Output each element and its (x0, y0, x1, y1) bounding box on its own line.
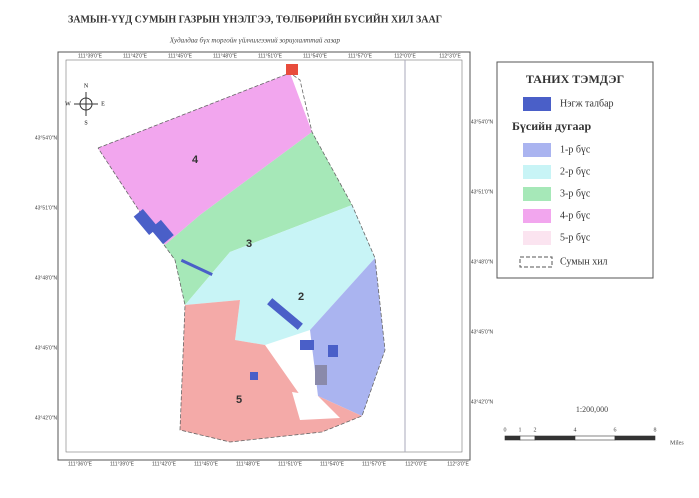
parcel (300, 340, 314, 350)
scale-tick-label: 6 (614, 427, 617, 433)
legend-swatch (523, 97, 551, 111)
legend-swatch (519, 256, 553, 268)
parcel (180, 258, 213, 276)
coord-label: 111°48'0"E (213, 53, 238, 59)
legend-swatch (523, 231, 551, 245)
coord-label: 112°3'0"E (447, 461, 469, 467)
coord-label: 111°48'0"E (236, 461, 261, 467)
legend-label: 1-р бүс (560, 144, 591, 155)
legend-label: 2-р бүс (560, 166, 591, 177)
zone-hole (292, 392, 340, 420)
coord-label: 111°42'0"E (152, 461, 177, 467)
subtitle: Худалдаа бүх торгойн үйлчилгээний зориул… (169, 37, 341, 45)
scale-segment (519, 435, 536, 441)
legend-swatch (523, 143, 551, 157)
zone-label: 3 (246, 238, 252, 250)
scale-unit: Miles (670, 440, 684, 446)
zone-label: 4 (192, 154, 199, 166)
coord-label: 111°54'0"E (320, 461, 345, 467)
zone-1 (310, 258, 385, 416)
parcel (267, 298, 303, 330)
parcel (328, 345, 338, 357)
coord-label: 43°54'0"N (35, 135, 58, 141)
coord-label: 43°54'0"N (471, 119, 494, 125)
legend-swatch (523, 209, 551, 223)
legend-label: Нэгж талбар (560, 98, 614, 109)
coord-label: 111°51'0"E (258, 53, 283, 59)
legend-label: 5-р бүс (560, 232, 591, 243)
legend-label: 4-р бүс (560, 210, 591, 221)
scale-tick-label: 1 (519, 427, 522, 433)
coord-label: 111°45'0"E (194, 461, 219, 467)
coord-label: 43°45'0"N (35, 345, 58, 351)
parcel (150, 219, 174, 245)
scale-segment (534, 435, 576, 441)
legend-label: Сумын хил (560, 256, 608, 267)
scale-segment (614, 435, 656, 441)
coord-label: 111°54'0"E (303, 53, 328, 59)
coord-label: 43°48'0"N (471, 259, 494, 265)
legend-swatch (523, 187, 551, 201)
scale-ratio: 1:200,000 (576, 405, 608, 414)
coord-label: 111°39'0"E (110, 461, 135, 467)
coord-label: 111°39'0"E (78, 53, 103, 59)
zone-4 (98, 73, 312, 245)
compass-w: W (65, 101, 71, 107)
legend-heading: Бүсийн дугаар (512, 119, 592, 133)
boundary (97, 72, 386, 443)
title: ЗАМЫН-ҮҮД СУМЫН ГАЗРЫН ҮНЭЛГЭЭ, ТӨЛБӨРИЙ… (68, 13, 442, 25)
zone-3 (140, 132, 352, 305)
zone-label: 2 (298, 291, 304, 303)
scale-segment (504, 435, 521, 441)
coord-label: 43°45'0"N (471, 329, 494, 335)
coord-label: 111°57'0"E (362, 461, 387, 467)
scale-tick-label: 4 (574, 427, 577, 433)
coord-label: 43°51'0"N (35, 205, 58, 211)
coord-label: 112°3'0"E (439, 53, 461, 59)
legend-title: ТАНИХ ТЭМДЭГ (526, 72, 624, 86)
scale-tick-label: 2 (534, 427, 537, 433)
parcel (315, 365, 327, 385)
coord-label: 43°48'0"N (35, 275, 58, 281)
coord-label: 111°57'0"E (348, 53, 373, 59)
legend: ТАНИХ ТЭМДЭГ Нэгж талбар Бүсийн дугаар С… (496, 61, 654, 279)
coord-label: 43°42'0"N (35, 415, 58, 421)
parcel (250, 372, 258, 380)
parcels (133, 208, 338, 385)
coord-label: 111°45'0"E (168, 53, 193, 59)
coord-label: 112°0'0"E (394, 53, 416, 59)
coord-label: 111°36'0"E (68, 461, 93, 467)
scale-tick-label: 8 (654, 427, 657, 433)
compass-s: S (84, 120, 87, 126)
coord-label: 43°42'0"N (471, 399, 494, 405)
compass-e: E (101, 101, 105, 107)
zone-2 (185, 205, 375, 345)
coord-label: 111°42'0"E (123, 53, 148, 59)
coord-label: 43°51'0"N (471, 189, 494, 195)
compass: N E S W (65, 83, 105, 126)
legend-swatch (523, 165, 551, 179)
zone-label: 5 (236, 394, 242, 406)
marker (286, 64, 298, 75)
legend-label: 3-р бүс (560, 188, 591, 199)
compass-n: N (84, 83, 89, 89)
coord-label: 112°0'0"E (405, 461, 427, 467)
scale-tick-label: 0 (504, 427, 507, 433)
coord-label: 111°51'0"E (278, 461, 303, 467)
scale-segment (574, 435, 616, 441)
scale-bar: Miles 0 1 2 4 6 8 (504, 427, 685, 446)
